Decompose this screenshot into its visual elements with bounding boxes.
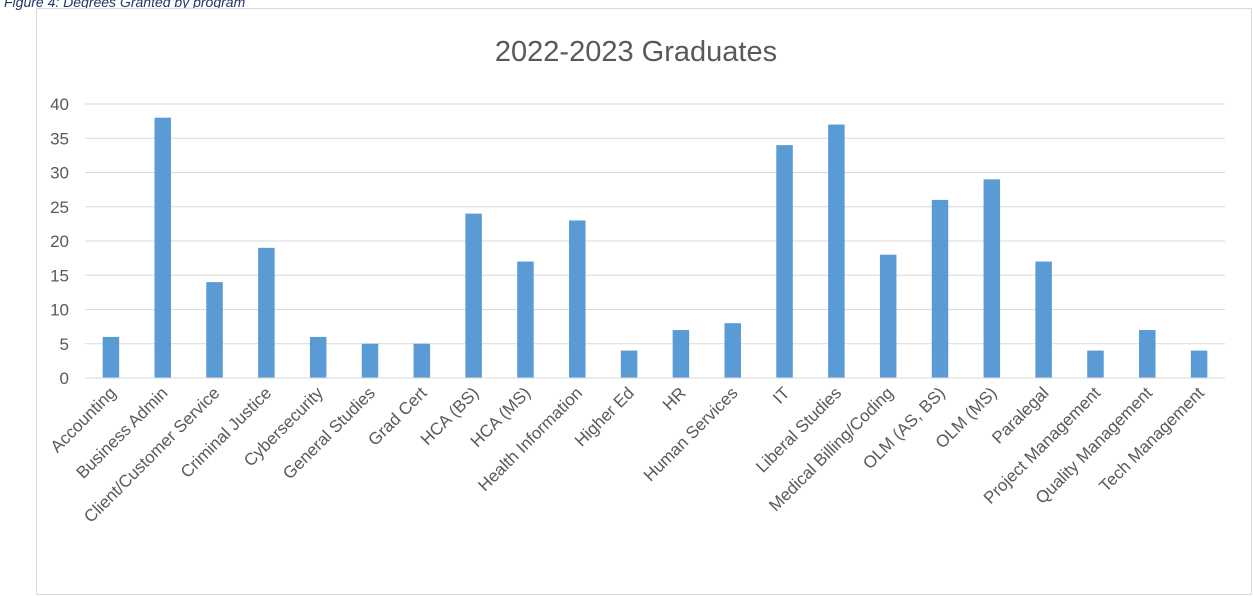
bars [102, 117, 1208, 378]
gridlines [85, 103, 1225, 345]
y-tick-label: 10 [50, 301, 69, 320]
y-tick-label: 0 [60, 369, 69, 388]
x-category-label: IT [769, 383, 793, 407]
bar-chart: 2022-2023 Graduates 0 5 10 15 20 25 30 35 40 Acc… [47, 36, 1225, 526]
bar [361, 343, 379, 378]
bar [983, 179, 1001, 378]
bar [672, 330, 690, 378]
bar [776, 145, 793, 378]
y-axis-ticks: 0 5 10 15 20 25 30 35 40 [50, 95, 69, 388]
x-category-label: General Studies [279, 383, 379, 483]
bar [258, 247, 275, 378]
bar [724, 323, 741, 378]
x-category-label: Human Services [640, 383, 742, 485]
bar [154, 117, 171, 378]
y-tick-label: 25 [50, 198, 69, 217]
bar [1190, 350, 1208, 378]
y-tick-label: 35 [50, 129, 69, 148]
chart-frame: 2022-2023 Graduates 0 5 10 15 20 25 30 35 40 Acc… [36, 8, 1252, 595]
bar [102, 336, 120, 378]
bar [620, 350, 638, 378]
x-category-label: Criminal Justice [177, 383, 275, 481]
figure-caption: Figure 4: Degrees Granted by program [4, 0, 246, 10]
y-tick-label: 20 [50, 232, 69, 251]
y-tick-label: 5 [60, 335, 69, 354]
y-tick-label: 40 [50, 95, 69, 114]
bar [309, 336, 327, 378]
bar [413, 343, 431, 378]
y-tick-label: 30 [50, 164, 69, 183]
bar [206, 282, 223, 378]
x-category-label: HR [659, 383, 690, 414]
y-tick-label: 15 [50, 266, 69, 285]
bar [1139, 330, 1156, 378]
bar [879, 254, 897, 378]
bar [828, 124, 845, 378]
bar [517, 261, 534, 378]
x-category-label: Business Admin [73, 383, 172, 482]
bar [1087, 350, 1104, 378]
bar [931, 199, 949, 378]
bar [465, 213, 482, 378]
bar [569, 220, 586, 378]
chart-title: 2022-2023 Graduates [495, 36, 777, 68]
bar [1035, 261, 1052, 378]
